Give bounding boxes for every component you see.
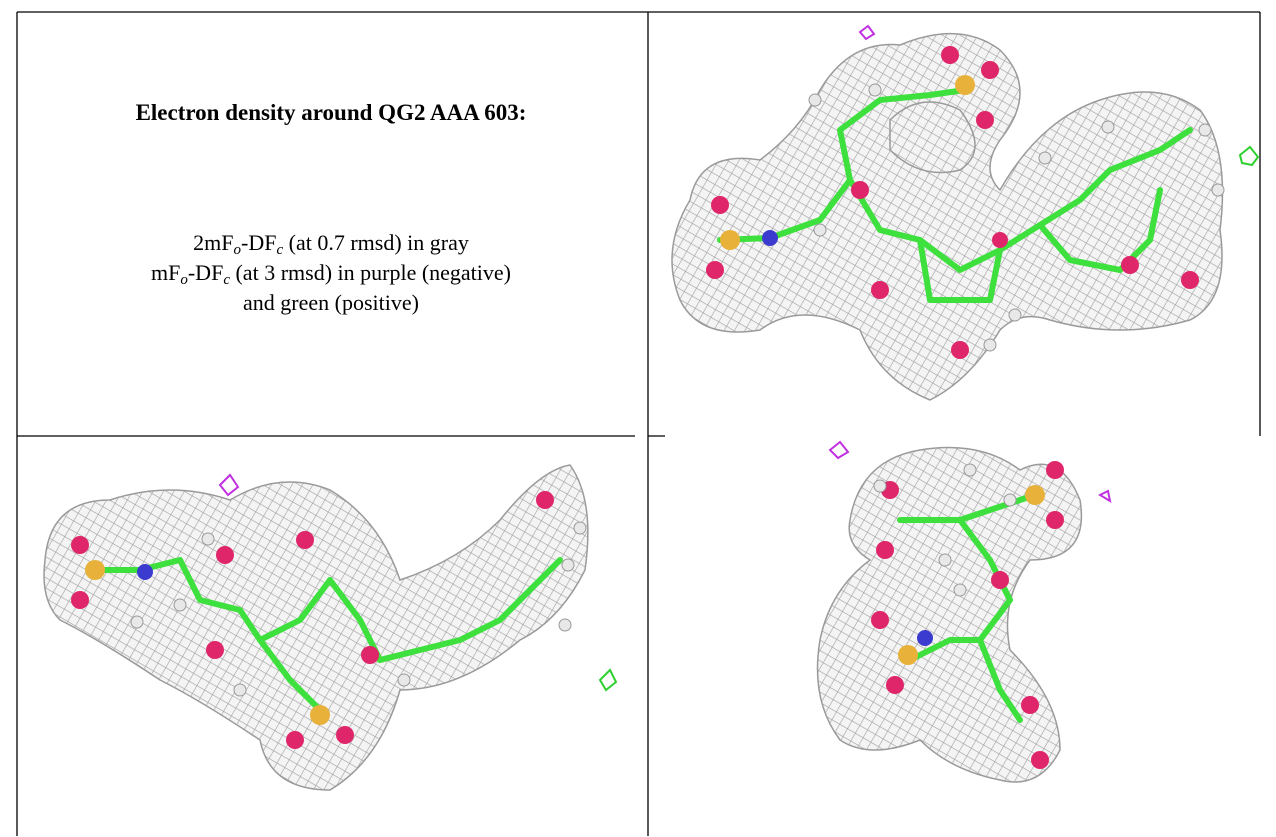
caption-line: 2mFo-DFc (at 0.7 rmsd) in gray	[193, 230, 469, 258]
caption-line: mFo-DFc (at 3 rmsd) in purple (negative)	[151, 260, 511, 288]
caption: Electron density around QG2 AAA 603:2mFo…	[136, 100, 527, 315]
caption-text: mF	[151, 260, 180, 285]
caption-text: (at 0.7 rmsd) in gray	[283, 230, 469, 255]
density-view-3	[816, 440, 1112, 783]
subscript: o	[234, 242, 242, 258]
caption-text: -DF	[188, 260, 223, 285]
table-borders	[16, 11, 1261, 836]
caption-line: and green (positive)	[243, 290, 419, 315]
subscript: c	[223, 272, 230, 288]
caption-text: (at 3 rmsd) in purple (negative)	[230, 260, 511, 285]
caption-title: Electron density around QG2 AAA 603:	[136, 100, 527, 125]
subscript: o	[180, 272, 188, 288]
density-view-1	[671, 24, 1260, 401]
caption-text: 2mF	[193, 230, 233, 255]
subscript: c	[276, 242, 283, 258]
caption-text: and green (positive)	[243, 290, 419, 315]
density-view-2	[43, 464, 618, 791]
caption-text: -DF	[241, 230, 276, 255]
